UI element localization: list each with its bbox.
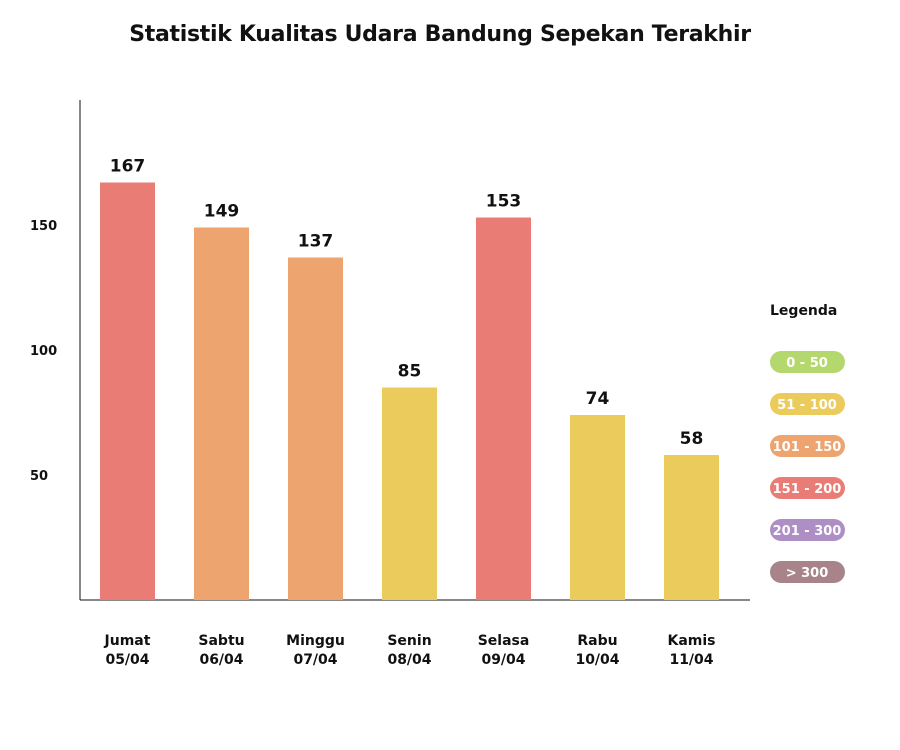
bar-value-label: 153 (486, 192, 522, 212)
legend-swatch (770, 519, 845, 541)
legend-item-label: 51 - 100 (777, 398, 837, 413)
x-tick-label-date: 06/04 (199, 652, 243, 668)
x-tick-label-date: 09/04 (481, 652, 525, 668)
x-tick-label-date: 05/04 (105, 652, 149, 668)
bar-value-label: 167 (110, 157, 146, 177)
legend-item-label: 201 - 300 (773, 524, 842, 539)
bar-value-label: 149 (204, 202, 240, 222)
bar (100, 182, 155, 600)
x-tick-label-date: 07/04 (293, 652, 337, 668)
bar-value-label: 58 (680, 429, 704, 449)
legend-swatch (770, 351, 845, 373)
x-tick-label-day: Jumat (104, 633, 151, 649)
y-tick-label: 100 (30, 344, 57, 359)
bar (288, 257, 343, 600)
bar (194, 227, 249, 600)
x-tick-label-day: Kamis (667, 633, 715, 649)
legend-item-label: > 300 (786, 566, 829, 581)
x-tick-label-date: 11/04 (669, 652, 713, 668)
x-tick-label-day: Minggu (286, 633, 345, 649)
legend-swatch (770, 477, 845, 499)
bar-value-label: 137 (298, 232, 334, 252)
legend-swatch (770, 561, 845, 583)
chart-title: Statistik Kualitas Udara Bandung Sepekan… (129, 22, 751, 47)
bar-value-label: 74 (586, 389, 610, 409)
legend-swatch (770, 393, 845, 415)
legend-swatch (770, 435, 845, 457)
legend-item-label: 101 - 150 (773, 440, 842, 455)
bar (664, 455, 719, 600)
x-tick-label-day: Rabu (577, 633, 617, 649)
bar-value-label: 85 (398, 362, 422, 382)
legend-item-label: 0 - 50 (786, 356, 828, 371)
y-tick-label: 150 (30, 219, 57, 234)
bar (476, 217, 531, 600)
bar (382, 387, 437, 600)
bar (570, 415, 625, 600)
legend-title: Legenda (770, 303, 837, 319)
x-tick-label-day: Senin (387, 633, 431, 649)
x-tick-label-day: Selasa (478, 633, 530, 649)
legend-item-label: 151 - 200 (773, 482, 842, 497)
x-tick-label-day: Sabtu (198, 633, 244, 649)
y-tick-label: 50 (30, 469, 48, 484)
x-tick-label-date: 10/04 (575, 652, 619, 668)
x-tick-label-date: 08/04 (387, 652, 431, 668)
